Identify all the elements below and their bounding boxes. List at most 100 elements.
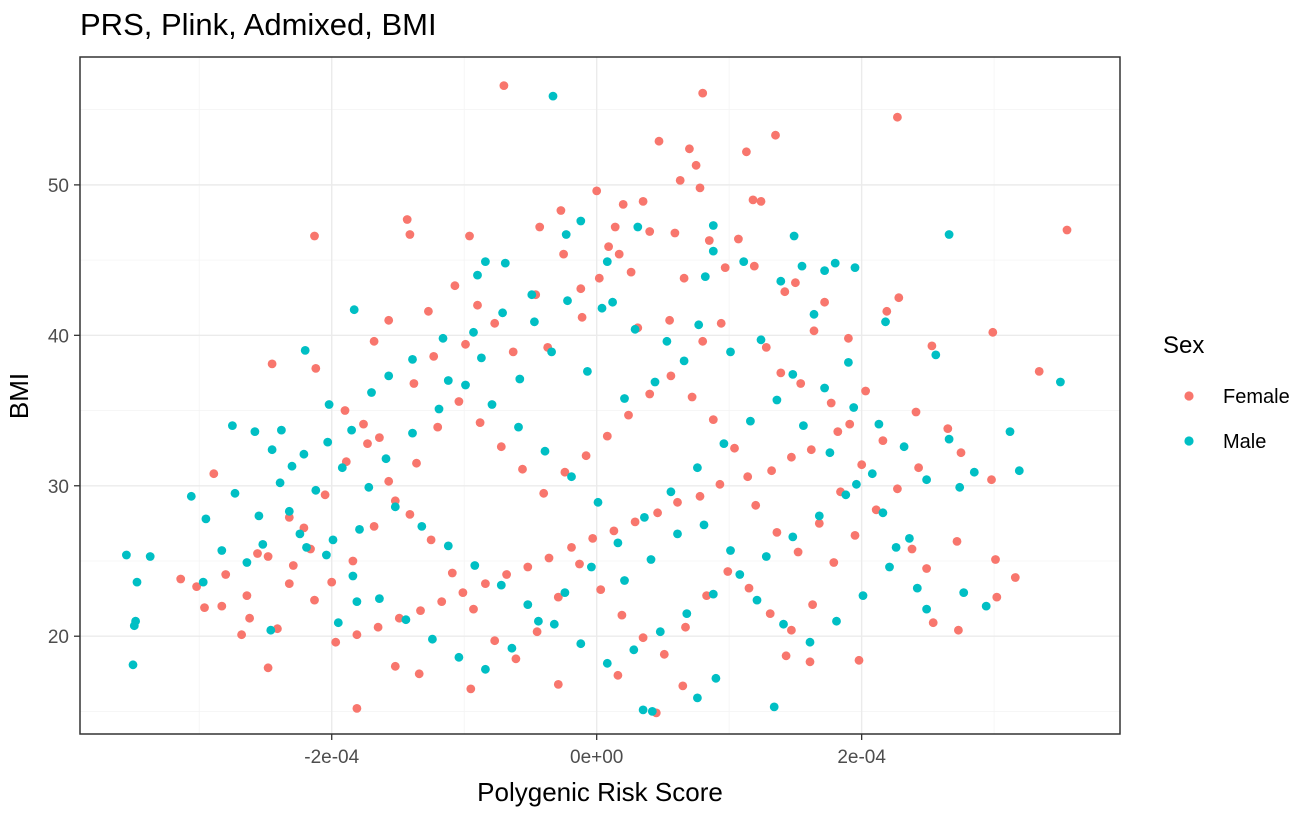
data-point-female: [402, 215, 412, 224]
data-point-female: [893, 484, 902, 494]
data-point-male: [428, 634, 437, 644]
data-point-female: [588, 534, 598, 543]
data-point-male: [352, 597, 362, 606]
data-point-female: [466, 684, 476, 694]
data-point-female: [679, 273, 689, 283]
data-point-female: [744, 583, 754, 593]
data-point-female: [577, 312, 587, 322]
data-point-female: [390, 661, 400, 671]
data-point-female: [992, 592, 1002, 602]
data-point-female: [638, 197, 648, 206]
data-point-male: [597, 303, 607, 313]
data-point-male: [608, 297, 617, 307]
data-point-female: [826, 398, 836, 408]
data-point-female: [596, 585, 606, 594]
data-point-female: [751, 500, 761, 510]
data-point-male: [534, 616, 543, 626]
data-point-female: [638, 633, 648, 643]
data-point-male: [561, 230, 571, 239]
data-point-male: [693, 463, 702, 473]
data-point-female: [806, 445, 816, 455]
x-axis-title: Polygenic Risk Score: [477, 777, 723, 807]
data-point-female: [267, 359, 277, 369]
legend-key-male: [1184, 436, 1194, 446]
data-point-female: [409, 379, 419, 388]
data-point-female: [327, 577, 337, 587]
x-tick-label: -2e-04: [304, 747, 359, 768]
data-point-female: [814, 519, 824, 528]
data-point-female: [311, 364, 321, 373]
data-point-male: [779, 619, 788, 629]
data-point-male: [496, 580, 506, 590]
data-point-female: [369, 336, 379, 346]
data-point-male: [756, 335, 766, 345]
data-point-male: [650, 377, 660, 387]
data-point-female: [412, 458, 421, 468]
data-point-female: [288, 561, 298, 570]
data-point-male: [944, 434, 954, 444]
data-point-female: [242, 591, 252, 600]
data-point-male: [507, 643, 517, 653]
data-point-female: [1010, 573, 1020, 582]
data-point-male: [602, 257, 612, 266]
data-point-male: [287, 461, 297, 471]
data-point-female: [475, 418, 485, 427]
data-point-male: [735, 570, 745, 579]
data-point-male: [198, 577, 208, 587]
data-point-male: [673, 529, 682, 539]
data-point-male: [711, 673, 721, 683]
data-point-female: [704, 236, 714, 245]
data-point-male: [633, 222, 643, 232]
data-point-male: [878, 508, 888, 518]
data-point-male: [593, 497, 603, 507]
data-point-female: [610, 222, 620, 232]
data-point-female: [796, 379, 806, 388]
data-point-male: [284, 506, 294, 516]
data-point-male: [461, 380, 470, 390]
data-point-male: [602, 658, 612, 668]
data-point-female: [927, 341, 937, 351]
data-point-female: [553, 592, 563, 602]
data-point-female: [602, 431, 612, 441]
data-point-female: [539, 488, 549, 498]
data-point-male: [129, 621, 139, 631]
data-point-male: [355, 525, 364, 534]
data-point-male: [473, 270, 482, 280]
data-point-male: [300, 346, 310, 355]
data-point-male: [867, 469, 877, 479]
data-point-male: [583, 367, 592, 376]
data-point-male: [563, 296, 572, 306]
data-point-male: [228, 421, 237, 430]
data-point-female: [715, 479, 725, 489]
data-point-male: [267, 445, 277, 455]
data-point-male: [384, 371, 394, 381]
data-point-female: [556, 206, 566, 215]
data-point-female: [209, 469, 219, 479]
data-point-female: [844, 333, 853, 343]
data-point-female: [433, 422, 443, 432]
data-point-male: [899, 442, 909, 452]
data-point-male: [981, 601, 991, 611]
data-point-female: [943, 424, 953, 433]
data-point-female: [575, 559, 584, 569]
data-point-male: [576, 639, 586, 649]
data-point-female: [253, 549, 262, 558]
data-point-female: [473, 300, 482, 310]
data-point-male: [830, 258, 840, 268]
data-point-female: [911, 407, 921, 417]
data-point-female: [708, 415, 718, 424]
data-point-female: [653, 508, 662, 518]
data-point-female: [878, 436, 888, 445]
data-point-male: [132, 577, 142, 587]
data-point-female: [217, 601, 227, 611]
data-point-female: [893, 112, 902, 122]
data-point-male: [186, 491, 196, 501]
data-point-female: [907, 544, 917, 554]
grid: [80, 57, 1120, 734]
data-point-male: [295, 529, 305, 539]
data-point-male: [885, 562, 894, 572]
data-point-male: [277, 425, 286, 435]
data-point-male: [401, 615, 411, 625]
data-point-male: [629, 645, 639, 655]
data-point-female: [348, 556, 358, 566]
